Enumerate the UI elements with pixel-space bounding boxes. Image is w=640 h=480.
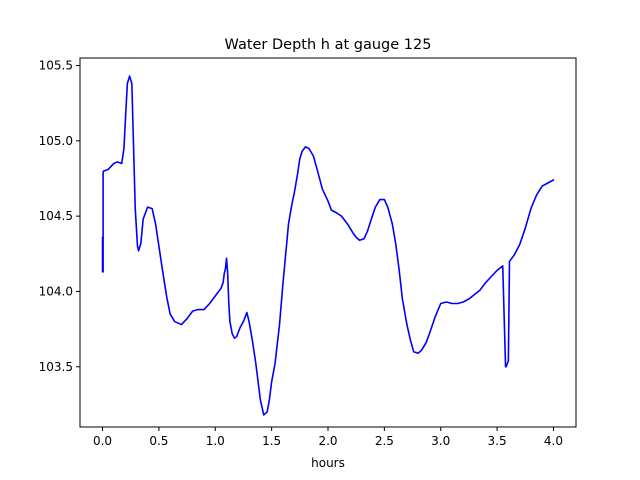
x-tick-label: 0.0 (93, 434, 112, 448)
x-tick-label: 1.5 (262, 434, 281, 448)
series-layer (101, 75, 555, 416)
x-axis-label: hours (311, 456, 345, 470)
x-tick-label: 4.0 (544, 434, 563, 448)
chart-title: Water Depth h at gauge 125 (225, 37, 432, 53)
y-tick-label: 103.5 (39, 360, 73, 374)
y-tick-label: 105.5 (39, 59, 73, 73)
x-tick-label: 3.5 (488, 434, 507, 448)
series-line (101, 75, 555, 416)
plot-area (80, 58, 576, 427)
y-axis: 103.5 104.0 104.5 105.0 105.5 (39, 59, 80, 374)
x-axis: 0.0 0.5 1.0 1.5 2.0 2.5 3.0 3.5 4.0 (93, 427, 563, 448)
x-tick-label: 0.5 (149, 434, 168, 448)
x-tick-label: 2.0 (318, 434, 337, 448)
y-tick-label: 105.0 (39, 134, 73, 148)
y-tick-label: 104.5 (39, 209, 73, 223)
y-tick-label: 104.0 (39, 284, 73, 298)
x-tick-label: 2.5 (375, 434, 394, 448)
x-tick-label: 3.0 (431, 434, 450, 448)
x-tick-label: 1.0 (206, 434, 225, 448)
